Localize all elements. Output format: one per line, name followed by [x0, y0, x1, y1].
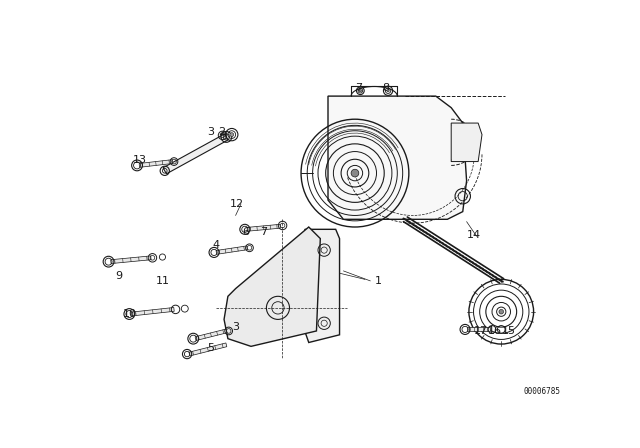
Text: 9: 9: [115, 271, 122, 280]
Text: 2: 2: [218, 127, 225, 137]
Polygon shape: [224, 227, 320, 346]
Text: 8: 8: [382, 83, 389, 94]
Text: 16: 16: [488, 326, 502, 336]
Polygon shape: [139, 159, 173, 167]
Text: 14: 14: [467, 230, 481, 240]
Circle shape: [351, 169, 359, 177]
Circle shape: [499, 310, 504, 314]
Text: 11: 11: [156, 276, 170, 286]
Text: 15: 15: [502, 326, 516, 336]
Text: 17: 17: [474, 326, 488, 336]
Text: 7: 7: [260, 228, 268, 237]
Text: 10: 10: [122, 309, 136, 319]
Circle shape: [359, 90, 362, 92]
Polygon shape: [111, 256, 151, 263]
Polygon shape: [189, 343, 227, 356]
Text: 7: 7: [355, 83, 362, 94]
Text: 6: 6: [242, 228, 249, 237]
Text: 5: 5: [207, 343, 214, 353]
Polygon shape: [216, 246, 248, 254]
Polygon shape: [247, 224, 280, 231]
Polygon shape: [451, 123, 482, 162]
Polygon shape: [131, 307, 174, 316]
Text: 00006785: 00006785: [524, 387, 561, 396]
Circle shape: [230, 133, 234, 137]
Text: 3: 3: [207, 127, 214, 137]
Polygon shape: [303, 229, 340, 343]
Polygon shape: [163, 134, 228, 174]
Text: 13: 13: [132, 155, 147, 165]
Text: 3: 3: [232, 322, 239, 332]
Polygon shape: [195, 329, 227, 340]
Polygon shape: [328, 96, 467, 220]
Circle shape: [387, 90, 389, 92]
Text: 1: 1: [374, 276, 381, 286]
Text: 12: 12: [230, 199, 244, 209]
Text: 4: 4: [212, 240, 220, 250]
Polygon shape: [467, 327, 490, 332]
